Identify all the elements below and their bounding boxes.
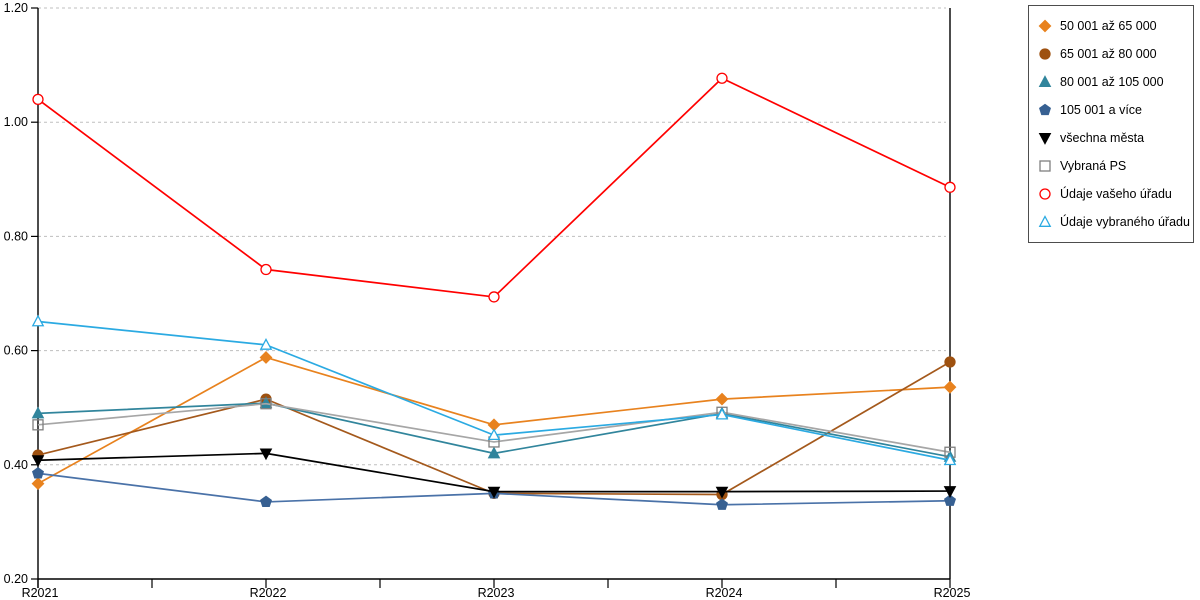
marker-triangle-up-icon [1038,215,1052,227]
y-axis-tick-label: 0.40 [4,458,28,472]
marker-circle-icon [260,263,272,276]
x-axis-tick-label: R2024 [706,586,743,600]
marker-circle-icon [1039,188,1051,200]
legend-item: 105 001 a více [1029,96,1193,124]
y-axis-tick-label: 1.20 [4,1,28,15]
marker-circle-icon [32,93,44,106]
marker-diamond-icon [31,477,45,491]
series-line [37,402,951,454]
legend-label: 65 001 až 80 000 [1060,47,1157,61]
legend-item: 65 001 až 80 000 [1029,40,1193,68]
legend-marker-circle-icon [1039,188,1051,200]
legend-item: všechna města [1029,124,1193,152]
marker-diamond-icon [259,351,273,364]
legend-label: Vybraná PS [1060,159,1127,173]
legend-marker-circle-icon [1039,48,1051,60]
legend-label: všechna města [1060,131,1145,145]
legend-marker-triangle-up-icon [1038,75,1052,87]
marker-triangle-down-icon [259,448,273,461]
legend-label: 50 001 až 65 000 [1060,19,1157,33]
legend-marker-triangle-down-icon [1038,133,1052,145]
marker-triangle-up-icon [943,453,957,466]
marker-circle-icon [716,72,728,84]
marker-triangle-down-icon [715,486,729,499]
series-7 [31,314,957,466]
x-axis-tick-label: R2023 [478,586,515,600]
legend-marker-diamond-icon [1038,19,1052,33]
legend-marker-square-icon [1039,160,1051,172]
marker-pentagon-icon [944,494,956,506]
marker-square-icon [1039,160,1051,172]
marker-diamond-icon [943,380,957,394]
legend-item: 50 001 až 65 000 [1029,12,1193,40]
marker-diamond-icon [715,392,729,406]
marker-triangle-up-icon [259,338,273,350]
marker-square-icon [32,419,44,431]
marker-triangle-down-icon [487,486,501,499]
marker-pentagon-icon [32,467,44,479]
marker-triangle-down-icon [943,486,957,498]
marker-circle-icon [488,291,500,303]
marker-pentagon-icon [1039,103,1051,116]
legend-item: 80 001 až 105 000 [1029,68,1193,96]
legend-item: Vybraná PS [1029,152,1193,180]
series-line [37,77,951,298]
series-0 [31,351,957,491]
series-6 [32,72,956,303]
legend-label: Údaje vašeho úřadu [1060,187,1172,201]
marker-circle-icon [1039,48,1051,60]
marker-triangle-up-icon [715,407,729,420]
legend-marker-pentagon-icon [1039,103,1051,116]
legend-label: Údaje vybraného úřadu [1060,215,1190,229]
marker-square-icon [260,398,272,410]
marker-triangle-down-icon [31,455,45,468]
marker-triangle-up-icon [31,406,45,419]
x-axis-tick-label: R2021 [22,586,59,600]
y-axis-tick-label: 0.60 [4,344,28,358]
y-axis-tick-label: 0.80 [4,229,28,243]
marker-triangle-up-icon [487,428,501,441]
marker-triangle-up-icon [1038,75,1052,87]
legend-label: 105 001 a více [1060,103,1143,117]
marker-circle-icon [944,356,956,368]
marker-circle-icon [944,181,956,193]
y-axis-tick-label: 1.00 [4,115,28,129]
marker-diamond-icon [1038,19,1052,33]
legend: 50 001 až 65 000 65 001 až 80 000 80 001 a… [1028,5,1194,243]
x-axis-tick-label: R2025 [934,586,971,600]
marker-pentagon-icon [716,498,728,510]
y-axis-tick-label: 0.20 [4,572,28,586]
marker-pentagon-icon [260,495,272,508]
legend-marker-triangle-up-icon [1038,215,1052,227]
series-line [37,452,951,493]
series-4 [31,448,957,499]
marker-triangle-up-icon [487,446,501,459]
legend-label: 80 001 až 105 000 [1060,75,1164,89]
x-axis-tick-label: R2022 [250,586,287,600]
legend-item: Údaje vašeho úřadu [1029,180,1193,208]
marker-triangle-down-icon [1038,133,1052,145]
legend-item: Údaje vybraného úřadu [1029,208,1193,236]
marker-triangle-up-icon [31,314,45,327]
